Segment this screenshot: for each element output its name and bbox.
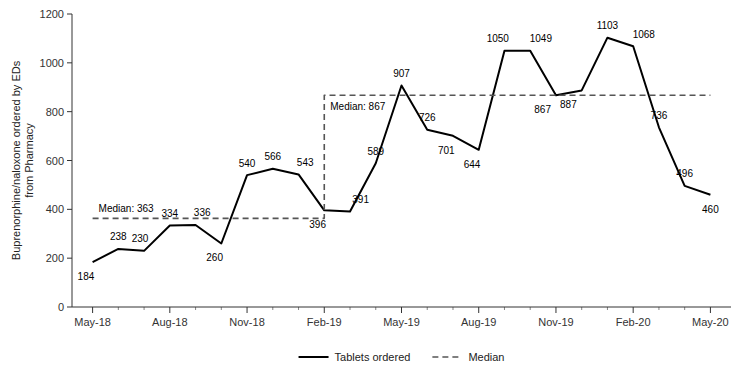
- x-tick-label: Aug-18: [152, 316, 187, 328]
- x-minor-tick: [581, 307, 582, 310]
- x-tick: [169, 307, 170, 313]
- x-minor-tick: [195, 307, 196, 310]
- x-tick: [401, 307, 402, 313]
- data-label: 907: [393, 68, 410, 79]
- y-axis-label: Buprenorphine/naloxone ordered by EDsfro…: [10, 60, 35, 260]
- x-minor-tick: [272, 307, 273, 310]
- data-label: 701: [438, 145, 455, 156]
- data-label: 726: [419, 112, 436, 123]
- series-line: [93, 95, 711, 218]
- y-tick-label: 800: [46, 106, 64, 118]
- data-label: 396: [309, 219, 326, 230]
- series-line: [93, 38, 711, 262]
- y-tick: [67, 209, 72, 210]
- x-minor-tick: [658, 307, 659, 310]
- legend-swatch: [299, 356, 329, 358]
- data-label: 566: [264, 151, 281, 162]
- data-label: 867: [534, 104, 551, 115]
- y-tick: [67, 160, 72, 161]
- x-tick-label: May-18: [74, 316, 111, 328]
- data-label: 260: [206, 252, 223, 263]
- x-minor-tick: [221, 307, 222, 310]
- data-label: 644: [464, 159, 481, 170]
- y-tick-label: 1200: [40, 8, 64, 20]
- x-minor-tick: [298, 307, 299, 310]
- x-minor-tick: [350, 307, 351, 310]
- y-tick: [67, 62, 72, 63]
- legend-label: Median: [468, 351, 504, 363]
- annotation: Median: 867: [330, 101, 385, 112]
- data-label: 336: [194, 207, 211, 218]
- data-label: 1049: [530, 33, 553, 44]
- y-tick-label: 0: [58, 301, 64, 313]
- legend-swatch: [432, 356, 462, 358]
- chart: 0 200 400 600 800 1000 1200 May-18 Aug-18 Nov-18 F…: [0, 0, 747, 377]
- data-label: 736: [651, 110, 668, 121]
- x-minor-tick: [530, 307, 531, 310]
- y-tick: [67, 258, 72, 259]
- data-label: 334: [161, 208, 178, 219]
- x-minor-tick: [684, 307, 685, 310]
- x-minor-tick: [427, 307, 428, 310]
- x-tick: [92, 307, 93, 313]
- x-tick: [710, 307, 711, 313]
- x-minor-tick: [504, 307, 505, 310]
- x-minor-tick: [144, 307, 145, 310]
- x-tick: [633, 307, 634, 313]
- x-minor-tick: [118, 307, 119, 310]
- data-label: 1050: [487, 33, 510, 44]
- data-label: 589: [367, 146, 384, 157]
- x-tick-label: May-19: [383, 316, 420, 328]
- y-tick: [67, 14, 72, 15]
- data-label: 460: [702, 204, 719, 215]
- data-label: 540: [239, 158, 256, 169]
- x-tick-label: Nov-19: [538, 316, 573, 328]
- plot-area: [93, 38, 711, 262]
- y-tick: [67, 111, 72, 112]
- x-tick-label: May-20: [692, 316, 729, 328]
- x-tick: [478, 307, 479, 313]
- x-tick-label: Aug-19: [461, 316, 496, 328]
- data-label: 887: [560, 99, 577, 110]
- y-tick-label: 200: [46, 252, 64, 264]
- x-tick-label: Nov-18: [229, 316, 264, 328]
- legend: Tablets ordered Median: [299, 351, 505, 363]
- data-label: 1068: [633, 29, 656, 40]
- y-tick: [67, 307, 72, 308]
- y-tick-label: 1000: [40, 57, 64, 69]
- data-label: 184: [78, 271, 95, 282]
- x-minor-tick: [452, 307, 453, 310]
- x-tick: [247, 307, 248, 313]
- x-tick-label: Feb-19: [307, 316, 342, 328]
- annotation: Median: 363: [99, 203, 154, 214]
- y-tick-label: 400: [46, 203, 64, 215]
- x-minor-tick: [607, 307, 608, 310]
- x-tick: [555, 307, 556, 313]
- legend-label: Tablets ordered: [335, 351, 411, 363]
- data-label: 496: [676, 168, 693, 179]
- data-label: 238: [110, 231, 127, 242]
- data-label: 391: [352, 194, 369, 205]
- y-tick-label: 600: [46, 155, 64, 167]
- x-tick-label: Feb-20: [616, 316, 651, 328]
- x-minor-tick: [375, 307, 376, 310]
- data-label: 543: [297, 157, 314, 168]
- data-label: 230: [132, 233, 149, 244]
- data-label: 1103: [597, 20, 619, 31]
- x-tick: [324, 307, 325, 313]
